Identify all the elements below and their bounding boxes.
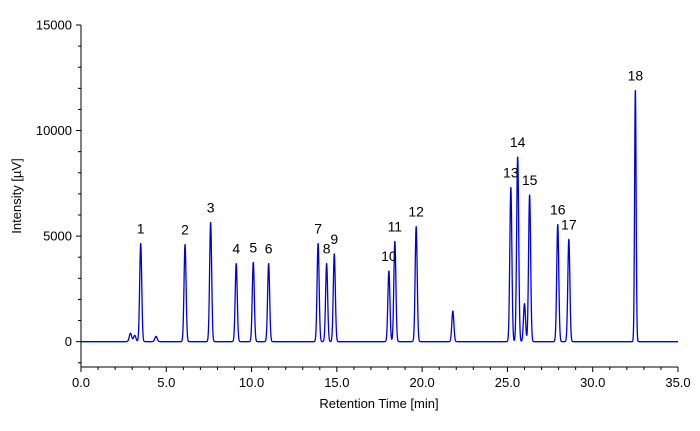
peak-label: 7 [314, 221, 322, 237]
x-tick-label: 35.0 [665, 375, 690, 390]
x-tick-label: 25.0 [495, 375, 520, 390]
peak-label: 10 [381, 248, 397, 264]
peak-label: 14 [510, 134, 526, 150]
y-tick-label: 10000 [36, 123, 72, 138]
x-tick-label: 0.0 [72, 375, 90, 390]
peak-label: 1 [137, 221, 145, 237]
peak-label: 2 [181, 222, 189, 238]
y-tick-label: 0 [65, 334, 72, 349]
y-tick-label: 5000 [43, 229, 72, 244]
x-ticks: 0.0 5.0 10.0 15.0 20.0 25.0 30.0 35.0 [72, 367, 691, 390]
y-tick-label: 15000 [36, 18, 72, 33]
peak-label: 4 [232, 241, 240, 257]
peak-label: 15 [522, 172, 538, 188]
peak-label: 3 [207, 199, 215, 215]
y-axis-title: Intensity [µV] [9, 158, 24, 233]
y-ticks: 0 5000 10000 15000 [36, 18, 81, 364]
x-tick-label: 10.0 [239, 375, 264, 390]
peak-label: 12 [408, 204, 424, 220]
peak-label: 18 [628, 67, 644, 83]
peak-label: 9 [330, 231, 338, 247]
peak-label: 11 [388, 218, 403, 234]
axes: 0.0 5.0 10.0 15.0 20.0 25.0 30.0 35.0 0 5000 1000… [36, 18, 691, 391]
x-tick-label: 30.0 [580, 375, 605, 390]
x-tick-label: 15.0 [324, 375, 349, 390]
x-tick-label: 20.0 [409, 375, 434, 390]
x-axis-title: Retention Time [min] [319, 396, 438, 411]
x-tick-label: 5.0 [157, 375, 175, 390]
peak-label: 8 [323, 241, 331, 257]
peak-label: 5 [249, 240, 257, 256]
peak-label: 13 [503, 165, 519, 181]
chromatogram-trace [80, 90, 679, 343]
peak-label: 17 [561, 216, 577, 232]
peak-label: 6 [265, 241, 273, 257]
peak-label: 16 [550, 202, 566, 218]
